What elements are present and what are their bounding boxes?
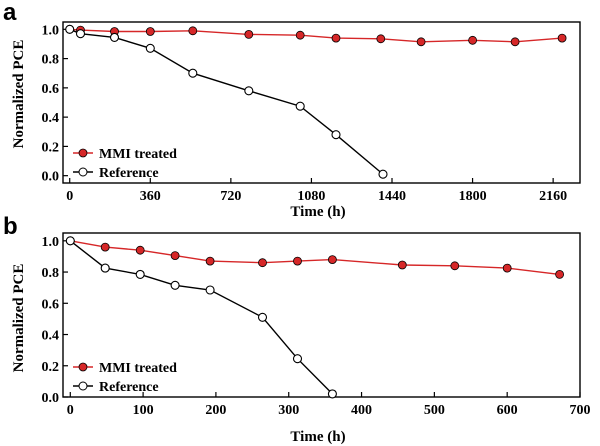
x-tick-label: 720 — [220, 189, 241, 204]
panel-b-legend-reference-marker — [78, 381, 88, 391]
panel-letter-a: a — [3, 0, 17, 26]
panel-b: b Normalized PCE Time (h) 0 100 200 300 400 5… — [3, 213, 591, 445]
x-tick-label: 100 — [133, 403, 154, 418]
panel-a-legend: MMI treated Reference — [73, 147, 177, 181]
panel-b-legend-reference-label: Reference — [99, 380, 159, 395]
data-point-mmi-treated — [244, 30, 254, 39]
data-point-reference — [292, 354, 303, 364]
y-tick-label: 0.2 — [42, 140, 60, 155]
panel-a-legend-mmi-label: MMI treated — [99, 147, 177, 162]
panel-a-series — [65, 24, 567, 179]
data-point-mmi-treated — [450, 261, 460, 271]
panel-b-x-axis-title: Time (h) — [290, 429, 345, 445]
data-point-reference — [378, 169, 388, 179]
data-point-reference — [145, 43, 155, 53]
series-line-reference — [69, 240, 333, 395]
data-point-reference — [257, 312, 268, 322]
data-point-reference — [65, 236, 75, 246]
y-tick-label: 0.4 — [42, 329, 60, 344]
data-point-mmi-treated — [135, 245, 145, 255]
data-point-mmi-treated — [397, 260, 407, 270]
data-point-mmi-treated — [557, 33, 567, 43]
data-point-mmi-treated — [376, 34, 386, 44]
x-tick-label: 0 — [67, 403, 74, 418]
data-point-mmi-treated — [502, 263, 512, 273]
y-tick-label: 0.0 — [42, 391, 60, 406]
panel-b-legend-mmi-marker — [78, 362, 88, 372]
panel-b-ticks: 0 100 200 300 400 500 600 700 0.0 0.2 0.4 0.6 0.8 1.0 — [42, 235, 591, 418]
panel-b-plot-frame — [62, 232, 581, 398]
data-point-mmi-treated — [327, 255, 337, 265]
y-tick-label: 0.8 — [42, 266, 60, 281]
x-tick-label: 1800 — [459, 189, 487, 204]
data-point-mmi-treated — [510, 37, 520, 47]
data-point-reference — [188, 68, 198, 78]
y-tick-label: 1.0 — [42, 235, 60, 250]
y-tick-label: 1.0 — [42, 23, 60, 38]
x-tick-label: 400 — [351, 403, 372, 418]
data-point-mmi-treated — [188, 26, 198, 36]
y-tick-label: 0.8 — [42, 53, 60, 68]
x-tick-label: 600 — [497, 403, 518, 418]
x-tick-label: 360 — [140, 189, 161, 204]
x-tick-label: 300 — [278, 403, 299, 418]
panel-b-legend: MMI treated Reference — [73, 361, 177, 395]
panel-a-legend-mmi-marker — [78, 148, 88, 158]
data-point-reference — [170, 280, 180, 290]
data-point-reference — [327, 389, 337, 399]
panel-a: a Normalized PCE Time (h) 0 360 720 1080 144… — [3, 0, 581, 220]
x-tick-label: 500 — [424, 403, 445, 418]
data-point-reference — [75, 29, 86, 39]
data-point-reference — [109, 32, 120, 42]
data-point-mmi-treated — [170, 251, 180, 261]
panel-a-legend-reference-marker — [78, 167, 88, 177]
series-line-mmi-treated — [69, 28, 563, 43]
series-line-mmi-treated — [70, 240, 560, 276]
x-tick-label: 200 — [205, 403, 226, 418]
y-tick-label: 0.2 — [42, 360, 60, 375]
data-point-mmi-treated — [555, 269, 564, 279]
panel-a-ticks: 0 360 720 1080 1440 1800 2160 0.0 0.2 0.4 0.6 0.8 1.… — [42, 23, 568, 204]
data-point-reference — [295, 101, 305, 111]
y-tick-label: 0.6 — [42, 82, 60, 97]
panel-a-y-axis-title: Normalized PCE — [11, 40, 27, 149]
data-point-mmi-treated — [416, 37, 426, 47]
data-point-reference — [331, 130, 341, 140]
data-point-reference — [65, 24, 75, 34]
y-tick-label: 0.6 — [42, 297, 60, 312]
panel-a-plot-frame — [62, 21, 581, 184]
y-tick-label: 0.4 — [42, 111, 60, 126]
x-tick-label: 0 — [66, 189, 73, 204]
data-point-reference — [135, 269, 145, 279]
panel-b-legend-mmi-label: MMI treated — [99, 361, 177, 376]
data-point-mmi-treated — [100, 242, 110, 252]
data-point-mmi-treated — [258, 258, 267, 268]
data-point-mmi-treated — [331, 33, 341, 43]
data-point-mmi-treated — [293, 256, 302, 266]
x-tick-label: 700 — [570, 403, 591, 418]
panel-b-y-axis-title: Normalized PCE — [11, 264, 27, 373]
data-point-reference — [244, 86, 254, 96]
data-point-mmi-treated — [205, 256, 215, 266]
panel-letter-b: b — [3, 213, 18, 240]
data-point-mmi-treated — [295, 30, 305, 40]
y-tick-label: 0.0 — [42, 170, 60, 185]
panel-b-series — [65, 236, 564, 399]
x-tick-label: 1080 — [297, 189, 325, 204]
data-point-mmi-treated — [468, 35, 478, 45]
data-point-reference — [205, 285, 215, 295]
panel-a-legend-reference-label: Reference — [99, 166, 159, 181]
x-tick-label: 1440 — [378, 189, 406, 204]
data-point-reference — [100, 263, 110, 273]
x-tick-label: 2160 — [539, 189, 567, 204]
data-point-mmi-treated — [145, 27, 155, 36]
panel-a-x-axis-title: Time (h) — [290, 204, 345, 220]
